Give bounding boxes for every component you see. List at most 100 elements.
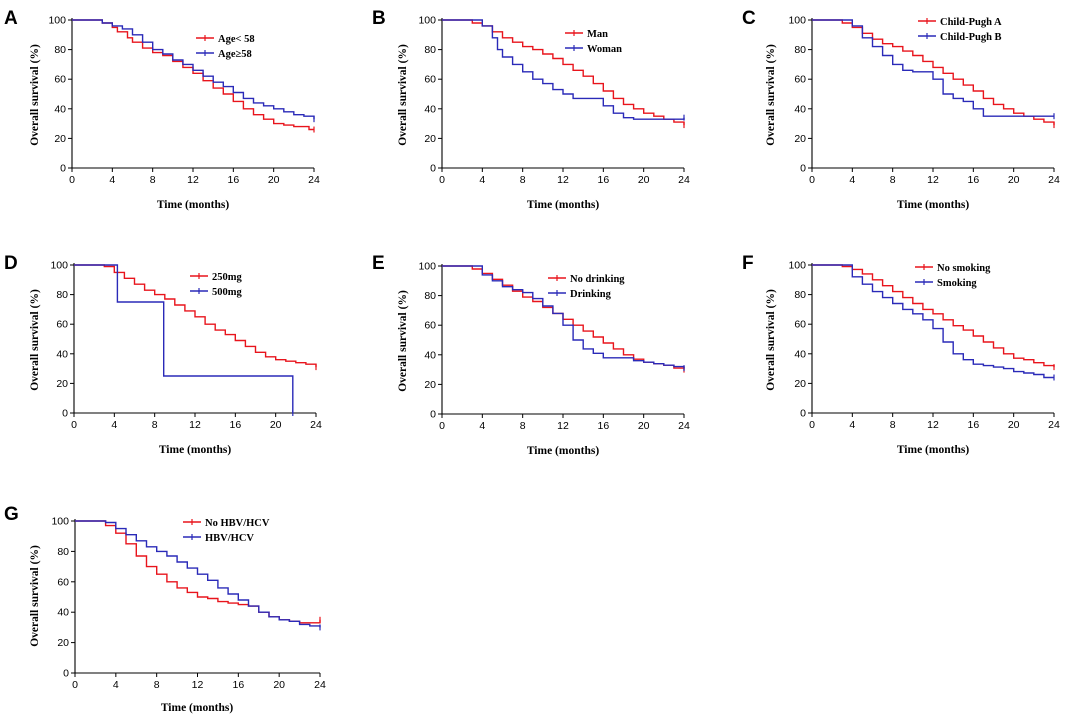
x-tick-label: 12 xyxy=(927,419,939,431)
y-tick-label: 40 xyxy=(54,103,66,115)
y-tick-label: 40 xyxy=(424,349,436,361)
y-axis-title: Overall survival (%) xyxy=(397,290,409,392)
panel-letter: B xyxy=(372,8,386,29)
x-tick-label: 24 xyxy=(314,679,326,691)
legend-label: No smoking xyxy=(937,263,991,274)
y-tick-label: 80 xyxy=(57,546,69,558)
y-axis-title: Overall survival (%) xyxy=(765,289,777,391)
x-tick-label: 16 xyxy=(229,419,241,431)
legend-label: Age< 58 xyxy=(218,34,255,45)
x-tick-label: 4 xyxy=(111,419,117,431)
panel-letter: C xyxy=(742,8,756,29)
x-tick-label: 4 xyxy=(849,174,855,186)
y-tick-label: 80 xyxy=(54,44,66,56)
x-axis-title: Time (months) xyxy=(897,444,969,456)
legend-label: HBV/HCV xyxy=(205,533,254,544)
y-axis-title: Overall survival (%) xyxy=(29,545,41,647)
panel-g: G 0 4 8 12 16 20 24 0 20 40 60 80 100 Time (months) Ove… xyxy=(4,504,326,714)
panel-e: E 0 4 8 12 16 20 24 0 20 40 60 80 100 Time (months) Ove… xyxy=(372,253,690,457)
x-tick-label: 0 xyxy=(69,174,75,186)
x-axis-title: Time (months) xyxy=(161,702,233,714)
series-line-age-58 xyxy=(72,19,314,131)
panel-letter: D xyxy=(4,253,18,274)
y-tick-label: 40 xyxy=(57,607,69,619)
x-tick-label: 8 xyxy=(150,174,156,186)
y-tick-label: 60 xyxy=(57,576,69,588)
x-tick-label: 16 xyxy=(967,174,979,186)
legend-label: 250mg xyxy=(212,272,242,283)
x-tick-label: 12 xyxy=(192,679,204,691)
panel-a: A 0 4 8 12 16 20 24 0 20 40 60 80 100 Time (months) Ove… xyxy=(4,8,320,211)
x-tick-label: 12 xyxy=(557,420,569,432)
series-line-500mg xyxy=(74,264,294,413)
x-tick-label: 16 xyxy=(227,174,239,186)
series-line-drinking xyxy=(442,265,685,369)
series-line-child-pugh-b xyxy=(812,19,1054,117)
y-tick-label: 100 xyxy=(50,260,68,272)
y-tick-label: 80 xyxy=(424,44,436,56)
series-line-man xyxy=(442,19,685,126)
y-axis-title: Overall survival (%) xyxy=(29,44,41,146)
y-axis-title: Overall survival (%) xyxy=(29,289,41,391)
panel-b: B 0 4 8 12 16 20 24 0 20 40 60 80 100 Time (months) Ove… xyxy=(372,8,690,211)
y-tick-label: 40 xyxy=(56,348,68,360)
y-tick-label: 100 xyxy=(788,15,806,27)
x-tick-label: 8 xyxy=(520,174,526,186)
x-tick-label: 0 xyxy=(809,174,815,186)
x-tick-label: 8 xyxy=(520,420,526,432)
x-tick-label: 4 xyxy=(479,420,485,432)
y-tick-label: 0 xyxy=(430,409,436,421)
y-tick-label: 0 xyxy=(63,668,69,680)
y-tick-label: 60 xyxy=(56,319,68,331)
x-tick-label: 20 xyxy=(268,174,280,186)
x-tick-label: 12 xyxy=(189,419,201,431)
x-tick-label: 0 xyxy=(439,174,445,186)
y-tick-label: 80 xyxy=(424,290,436,302)
x-tick-label: 0 xyxy=(809,419,815,431)
y-tick-label: 100 xyxy=(788,260,806,272)
y-tick-label: 60 xyxy=(54,74,66,86)
x-axis-title: Time (months) xyxy=(527,199,599,211)
x-tick-label: 4 xyxy=(849,419,855,431)
y-tick-label: 0 xyxy=(800,408,806,420)
x-axis-title: Time (months) xyxy=(897,199,969,211)
y-tick-label: 60 xyxy=(794,74,806,86)
y-tick-label: 0 xyxy=(60,163,66,175)
y-tick-label: 20 xyxy=(57,637,69,649)
x-tick-label: 24 xyxy=(310,419,322,431)
x-tick-label: 4 xyxy=(113,679,119,691)
x-tick-label: 16 xyxy=(967,419,979,431)
panel-f: F 0 4 8 12 16 20 24 0 20 40 60 80 100 Time (months) Ove… xyxy=(742,253,1060,456)
x-tick-label: 8 xyxy=(890,174,896,186)
series-line-smoking xyxy=(812,264,1054,379)
y-tick-label: 100 xyxy=(418,15,436,27)
y-tick-label: 0 xyxy=(800,163,806,175)
y-tick-label: 20 xyxy=(424,379,436,391)
x-axis-title: Time (months) xyxy=(527,445,599,457)
legend-label: Child-Pugh B xyxy=(940,32,1002,43)
series-line-hbv-hcv xyxy=(75,520,321,628)
panel-d: D 0 4 8 12 16 20 24 0 20 40 60 80 100 Time (months) Ove… xyxy=(4,253,322,456)
x-tick-label: 8 xyxy=(154,679,160,691)
y-tick-label: 60 xyxy=(424,74,436,86)
y-tick-label: 0 xyxy=(430,163,436,175)
panel-letter: F xyxy=(742,253,754,274)
x-tick-label: 24 xyxy=(1048,419,1060,431)
legend-label: Woman xyxy=(587,44,622,55)
legend-label: Child-Pugh A xyxy=(940,17,1002,28)
y-tick-label: 100 xyxy=(418,261,436,273)
y-tick-label: 20 xyxy=(54,133,66,145)
series-line-no-smoking xyxy=(812,264,1055,368)
x-tick-label: 4 xyxy=(109,174,115,186)
series-line-age-58 xyxy=(72,19,315,120)
x-tick-label: 12 xyxy=(187,174,199,186)
legend-label: Age≥58 xyxy=(218,49,252,60)
y-tick-label: 20 xyxy=(794,133,806,145)
panel-letter: A xyxy=(4,8,18,29)
panel-c: C 0 4 8 12 16 20 24 0 20 40 60 80 100 Time (months) Ove… xyxy=(742,8,1060,211)
x-tick-label: 20 xyxy=(638,174,650,186)
x-axis-title: Time (months) xyxy=(157,199,229,211)
y-tick-label: 80 xyxy=(794,44,806,56)
y-axis-title: Overall survival (%) xyxy=(397,44,409,146)
panel-letter: E xyxy=(372,253,385,274)
